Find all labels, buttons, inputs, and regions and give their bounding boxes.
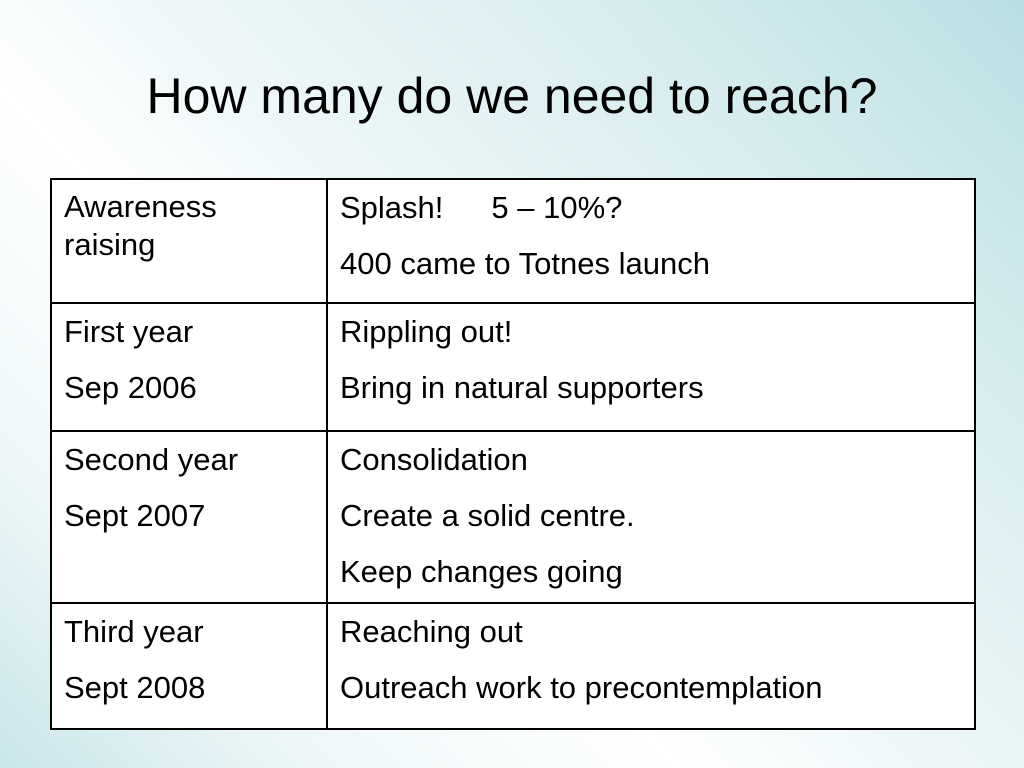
detail-line: 400 came to Totnes launch (340, 246, 710, 281)
detail-line: Splash! 5 – 10%? (340, 188, 962, 228)
stage-label: First year (64, 314, 194, 349)
detail-line: Rippling out! (340, 314, 513, 349)
table-row: Second year Sept 2007 Consolidation Crea… (50, 430, 976, 604)
detail-line: Bring in natural supporters (340, 370, 704, 405)
detail-text: Splash! (340, 190, 444, 225)
detail-line: Outreach work to precontemplation (340, 670, 823, 705)
stage-date: Sept 2008 (64, 670, 206, 705)
slide-title: How many do we need to reach? (146, 68, 878, 124)
stage-date: Sept 2007 (64, 498, 206, 533)
detail-line: Reaching out (340, 614, 523, 649)
detail-line: Create a solid centre. (340, 498, 635, 533)
table-row: Third year Sept 2008 Reaching out Outrea… (50, 602, 976, 730)
stages-table: Awareness raising Splash! 5 – 10%? 400 ca… (50, 178, 976, 730)
stage-label: Third year (64, 614, 204, 649)
details-cell: Reaching out Outreach work to precontemp… (326, 602, 976, 730)
stage-cell: Second year Sept 2007 (50, 430, 328, 604)
table-row: First year Sep 2006 Rippling out! Bring … (50, 302, 976, 432)
stage-date: Sep 2006 (64, 370, 197, 405)
stage-cell: Third year Sept 2008 (50, 602, 328, 730)
stage-label: Second year (64, 442, 239, 477)
details-cell: Rippling out! Bring in natural supporter… (326, 302, 976, 432)
detail-text: 5 – 10%? (491, 190, 623, 225)
stage-cell: Awareness raising (50, 178, 328, 304)
details-cell: Splash! 5 – 10%? 400 came to Totnes launc… (326, 178, 976, 304)
details-cell: Consolidation Create a solid centre. Kee… (326, 430, 976, 604)
stage-cell: First year Sep 2006 (50, 302, 328, 432)
detail-line: Keep changes going (340, 554, 623, 589)
detail-line: Consolidation (340, 442, 528, 477)
table-row: Awareness raising Splash! 5 – 10%? 400 ca… (50, 178, 976, 304)
stage-label: Awareness raising (64, 189, 217, 262)
